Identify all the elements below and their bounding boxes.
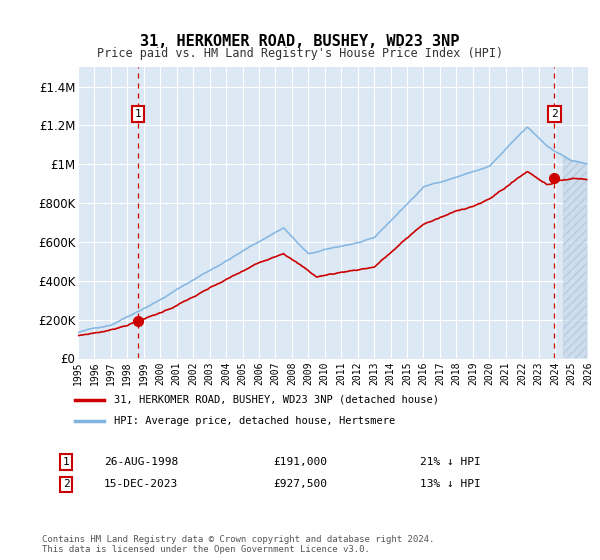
Text: HPI: Average price, detached house, Hertsmere: HPI: Average price, detached house, Hert… bbox=[114, 416, 395, 426]
Text: 26-AUG-1998: 26-AUG-1998 bbox=[104, 457, 178, 467]
Text: Price paid vs. HM Land Registry's House Price Index (HPI): Price paid vs. HM Land Registry's House … bbox=[97, 46, 503, 60]
Text: Contains HM Land Registry data © Crown copyright and database right 2024.
This d: Contains HM Land Registry data © Crown c… bbox=[42, 535, 434, 554]
Text: 2: 2 bbox=[551, 109, 558, 119]
Text: 1: 1 bbox=[62, 457, 70, 467]
Text: 1: 1 bbox=[134, 109, 142, 119]
Text: £927,500: £927,500 bbox=[273, 479, 327, 489]
Text: 13% ↓ HPI: 13% ↓ HPI bbox=[419, 479, 481, 489]
Text: 2: 2 bbox=[62, 479, 70, 489]
Text: 15-DEC-2023: 15-DEC-2023 bbox=[104, 479, 178, 489]
Text: 31, HERKOMER ROAD, BUSHEY, WD23 3NP: 31, HERKOMER ROAD, BUSHEY, WD23 3NP bbox=[140, 35, 460, 49]
Text: £191,000: £191,000 bbox=[273, 457, 327, 467]
Text: 21% ↓ HPI: 21% ↓ HPI bbox=[419, 457, 481, 467]
Text: 31, HERKOMER ROAD, BUSHEY, WD23 3NP (detached house): 31, HERKOMER ROAD, BUSHEY, WD23 3NP (det… bbox=[114, 395, 439, 405]
